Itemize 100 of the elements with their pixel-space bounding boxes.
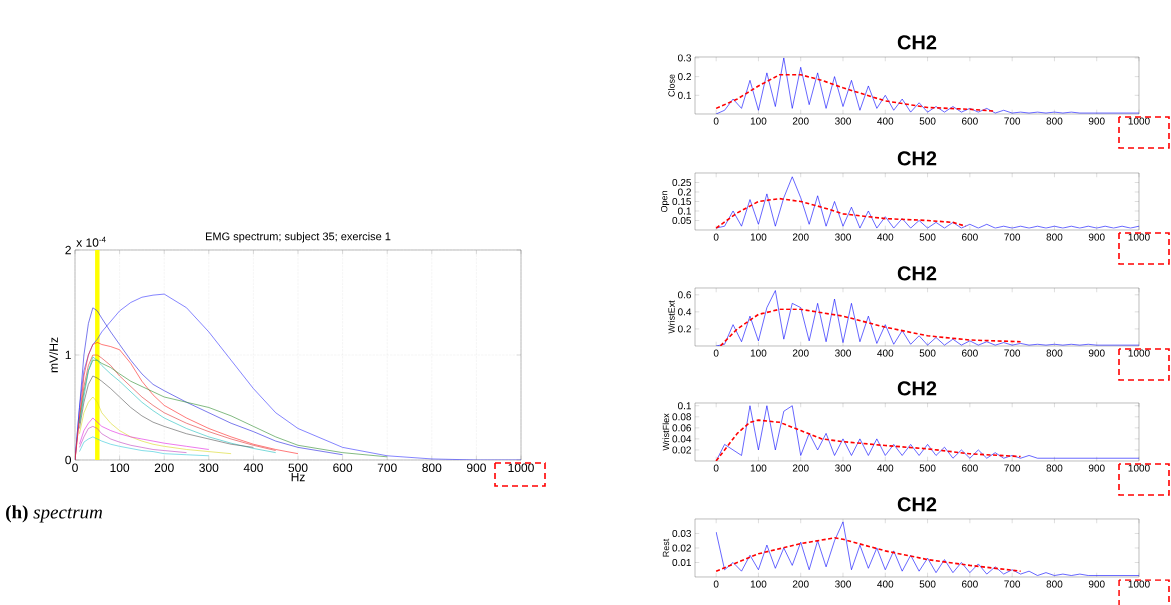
y-tick-label: 1 (65, 350, 71, 360)
x-tick-label: 200 (792, 580, 809, 588)
x-tick-label: 900 (1088, 349, 1105, 357)
y-axis-title: mV/Hz (49, 337, 58, 373)
x-tick-label: 0 (713, 349, 719, 357)
x-tick-label: 200 (792, 464, 809, 472)
x-tick-label: 700 (1004, 349, 1021, 357)
y-axis-title: WristFlex (662, 413, 670, 451)
x-tick-label: 600 (962, 464, 978, 472)
chart-title: CH2 (897, 266, 937, 281)
text: x 10$^{-4}$ (76, 236, 106, 247)
x-tick-label: 500 (919, 464, 936, 472)
chart-title: CH2 (897, 35, 937, 50)
x-tick-label: 600 (962, 580, 978, 588)
y-tick-label: 0.6 (677, 291, 692, 299)
x-tick-label: 800 (1046, 117, 1063, 125)
x-tick-label: 200 (154, 463, 174, 473)
x-tick-label: 500 (919, 233, 936, 241)
x-tick-label: 600 (962, 233, 978, 241)
chart-title: CH2 (897, 381, 937, 396)
x-tick-label: 800 (1046, 580, 1063, 588)
x-tick-label: 500 (919, 117, 936, 125)
chart-title: CH2 (897, 497, 937, 512)
x-tick-label: 900 (1088, 233, 1105, 241)
x-tick-label: 1000 (1128, 349, 1150, 357)
y-tick-label: 0.2 (677, 188, 691, 196)
x-tick-label: 800 (1046, 349, 1063, 357)
x-tick-label: 800 (1046, 233, 1063, 241)
x-tick-label: 400 (877, 464, 894, 472)
x-tick-label: 1000 (1128, 464, 1150, 472)
x-tick-label: 0 (713, 464, 719, 472)
y-tick-label: 0.4 (677, 308, 692, 316)
x-tick-label: 500 (919, 349, 936, 357)
x-tick-label: 100 (750, 233, 767, 241)
y-tick-label: 0.1 (677, 402, 691, 410)
x-tick-label: 300 (835, 117, 851, 125)
x-tick-label: 0 (72, 463, 78, 473)
y-tick-label: 0.3 (677, 54, 692, 62)
y-tick-label: 0.05 (672, 216, 692, 225)
x-tick-label: 700 (1004, 580, 1021, 588)
x-tick-label: 200 (792, 117, 809, 125)
x-tick-label: 800 (1046, 464, 1063, 472)
x-tick-label: 800 (422, 463, 442, 473)
x-tick-label: 300 (835, 233, 851, 241)
x-tick-label: 700 (1004, 464, 1021, 472)
x-tick-label: 1000 (1128, 117, 1150, 125)
x-tick-label: 600 (962, 349, 978, 357)
x-tick-label: 1000 (508, 463, 534, 473)
x-tick-label: 500 (288, 463, 308, 473)
x-tick-label: 900 (1088, 464, 1105, 472)
x-tick-label: 700 (1004, 233, 1021, 241)
x-tick-label: 300 (835, 580, 851, 588)
y-tick-label: 0.08 (672, 413, 692, 421)
x-tick-label: 900 (466, 463, 486, 473)
x-tick-label: 400 (877, 349, 894, 357)
y-axis-title: WristExt (668, 300, 675, 334)
x-tick-label: 900 (1088, 580, 1105, 588)
x-tick-label: 700 (377, 463, 397, 473)
x-tick-label: 100 (750, 580, 767, 588)
x-tick-label: 0 (713, 117, 719, 125)
x-tick-label: 100 (110, 463, 130, 473)
text: (h) spectrum (6, 505, 103, 523)
chart-title: CH2 (897, 151, 937, 166)
y-tick-label: 0.04 (672, 435, 692, 443)
y-tick-label: 0.03 (672, 529, 692, 538)
x-tick-label: 400 (877, 580, 894, 588)
y-tick-label: 0.02 (672, 544, 691, 552)
x-tick-label: 1000 (1128, 580, 1150, 588)
y-tick-label: 0.25 (672, 178, 692, 187)
chart-title: EMG spectrum; subject 35; exercise 1 (205, 232, 391, 243)
x-tick-label: 600 (333, 463, 353, 473)
x-tick-label: 700 (1004, 117, 1021, 125)
x-tick-label: 200 (792, 349, 809, 357)
x-tick-label: 400 (243, 463, 263, 473)
y-tick-label: 0.06 (672, 424, 692, 432)
y-tick-label: 0.01 (672, 558, 691, 567)
y-tick-label: 0.2 (677, 325, 691, 333)
y-tick-label: 0.2 (677, 73, 691, 81)
x-tick-label: 100 (750, 464, 767, 472)
y-axis-title: Open (660, 191, 670, 213)
x-tick-label: 600 (962, 117, 978, 125)
y-tick-label: 0.1 (677, 91, 691, 99)
x-tick-label: 300 (199, 463, 219, 473)
x-tick-label: 0 (713, 233, 719, 241)
x-tick-label: 100 (750, 349, 767, 357)
y-axis-title: Rest (662, 538, 670, 557)
x-tick-label: 900 (1088, 117, 1105, 125)
x-tick-label: 100 (750, 117, 767, 125)
y-axis-title: Close (668, 74, 675, 97)
x-tick-label: 300 (835, 349, 851, 357)
x-axis-title: Hz (291, 472, 305, 482)
x-tick-label: 400 (877, 117, 894, 125)
x-tick-label: 200 (792, 233, 809, 241)
x-tick-label: 0 (713, 580, 719, 588)
x-tick-label: 300 (835, 464, 851, 472)
x-tick-label: 1000 (1128, 233, 1150, 241)
x-tick-label: 400 (877, 233, 894, 241)
y-tick-label: 0.15 (672, 197, 692, 206)
y-tick-label: 2 (65, 245, 71, 255)
y-tick-label: 0 (65, 455, 72, 465)
